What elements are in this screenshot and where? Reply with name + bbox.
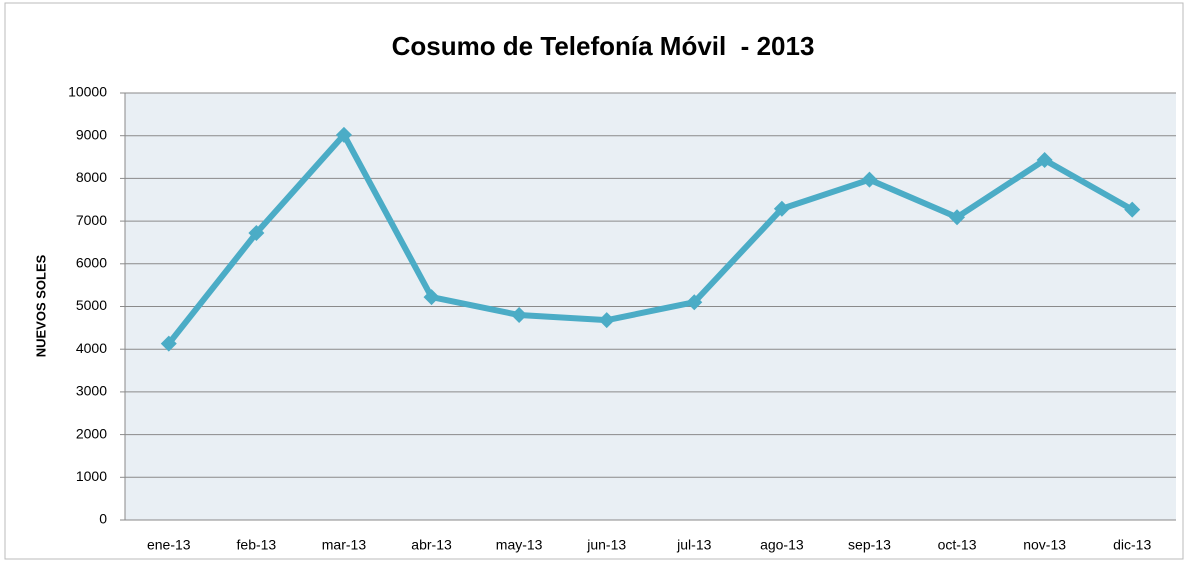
marker xyxy=(1036,152,1053,169)
marker xyxy=(861,171,878,188)
x-tick-label: jul-13 xyxy=(676,537,711,553)
x-tick-label: ene-13 xyxy=(147,537,191,553)
marker xyxy=(511,307,528,324)
x-tick-label: may-13 xyxy=(496,537,543,553)
x-tick-label: feb-13 xyxy=(237,537,277,553)
marker xyxy=(335,126,352,143)
y-tick-label: 3000 xyxy=(76,383,107,399)
y-tick-label: 0 xyxy=(99,511,107,527)
marker xyxy=(248,225,265,242)
y-tick-label: 6000 xyxy=(76,255,107,271)
chart-title: Cosumo de Telefonía Móvil - 2013 xyxy=(392,31,815,61)
marker xyxy=(949,209,966,226)
x-tick-label: oct-13 xyxy=(938,537,977,553)
line xyxy=(166,131,1134,346)
x-tick-label: jun-13 xyxy=(586,537,626,553)
marker xyxy=(686,294,703,311)
x-tick-label: ago-13 xyxy=(760,537,804,553)
x-tick-label: dic-13 xyxy=(1113,537,1151,553)
y-tick-label: 1000 xyxy=(76,468,107,484)
marker xyxy=(1124,201,1141,218)
x-tick-label: abr-13 xyxy=(411,537,452,553)
y-tick-label: 10000 xyxy=(68,84,107,100)
x-tick-label: sep-13 xyxy=(848,537,891,553)
y-tick-label: 4000 xyxy=(76,340,107,356)
x-tick-label: nov-13 xyxy=(1023,537,1066,553)
y-tick-label: 5000 xyxy=(76,297,107,313)
y-tick-label: 2000 xyxy=(76,425,107,441)
marker xyxy=(773,200,790,217)
x-tick-label: mar-13 xyxy=(322,537,367,553)
y-axis-label: NUEVOS SOLES xyxy=(33,254,48,357)
y-tick-label: 7000 xyxy=(76,212,107,228)
y-tick-label: 8000 xyxy=(76,169,107,185)
marker xyxy=(423,289,440,306)
marker xyxy=(160,335,177,352)
marker xyxy=(598,312,615,329)
y-tick-label: 9000 xyxy=(76,126,107,142)
